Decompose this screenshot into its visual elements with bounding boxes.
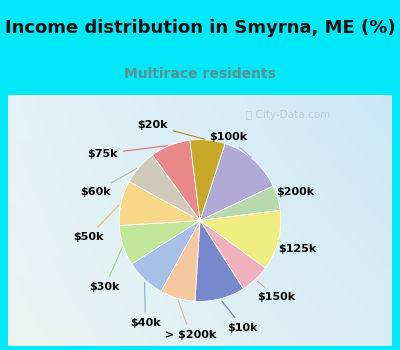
Wedge shape xyxy=(200,186,280,220)
Text: > $200k: > $200k xyxy=(165,301,216,340)
Wedge shape xyxy=(195,220,243,301)
Text: $20k: $20k xyxy=(137,120,205,139)
Text: $150k: $150k xyxy=(257,281,295,302)
Text: $30k: $30k xyxy=(90,248,122,292)
Text: $60k: $60k xyxy=(80,168,137,197)
Wedge shape xyxy=(200,220,266,289)
Wedge shape xyxy=(190,140,225,220)
Text: ⓘ City-Data.com: ⓘ City-Data.com xyxy=(246,110,330,120)
Wedge shape xyxy=(200,144,273,220)
Wedge shape xyxy=(129,155,200,220)
Text: $125k: $125k xyxy=(278,240,317,254)
Wedge shape xyxy=(119,220,200,264)
Text: $200k: $200k xyxy=(276,187,314,197)
Wedge shape xyxy=(119,182,200,226)
Text: Income distribution in Smyrna, ME (%): Income distribution in Smyrna, ME (%) xyxy=(5,19,395,37)
Text: $50k: $50k xyxy=(73,205,119,242)
Text: $75k: $75k xyxy=(87,146,168,159)
Text: $100k: $100k xyxy=(210,132,252,158)
Wedge shape xyxy=(152,140,200,220)
Text: $40k: $40k xyxy=(130,282,160,328)
Wedge shape xyxy=(200,210,281,268)
Text: $10k: $10k xyxy=(222,301,258,332)
Text: Multirace residents: Multirace residents xyxy=(124,67,276,81)
Wedge shape xyxy=(132,220,200,292)
Wedge shape xyxy=(161,220,200,301)
